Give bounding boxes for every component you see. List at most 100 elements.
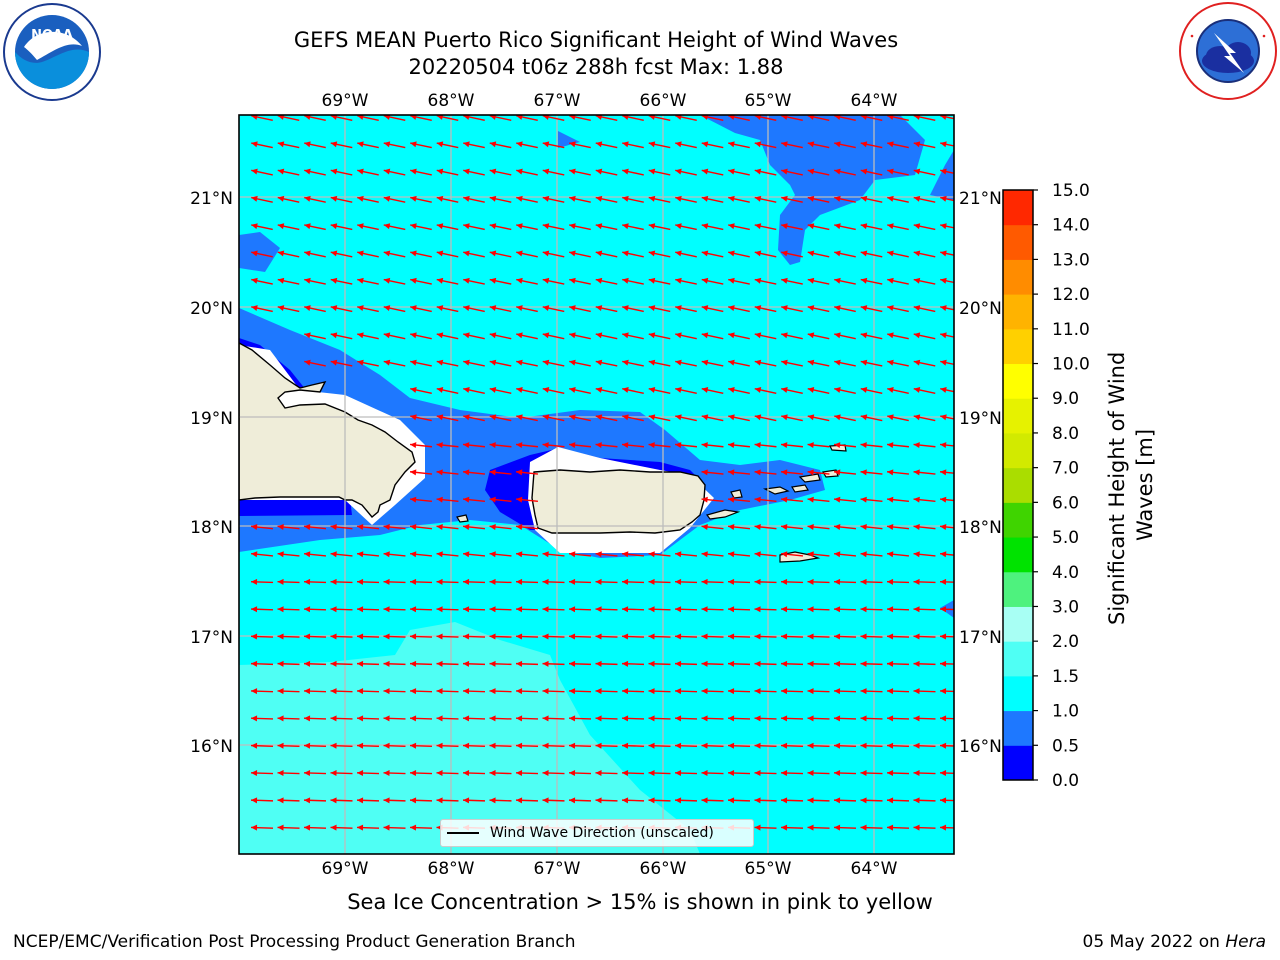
wave-direction-arrow [515,770,539,777]
wave-direction-arrow [675,141,697,149]
wave-direction-arrow [542,606,565,613]
wave-direction-arrow [701,660,724,667]
wave-direction-arrow [886,770,910,777]
wave-direction-arrow [913,797,936,804]
wave-direction-arrow [409,551,433,558]
wave-direction-arrow [436,797,459,804]
wave-direction-arrow [781,277,803,285]
wave-direction-arrow [833,469,857,476]
wave-direction-arrow [781,195,803,203]
colorbar-tick: 1.0 [1052,702,1079,722]
wave-direction-arrow [462,742,486,749]
colorbar-swatch [1003,606,1033,642]
wave-direction-arrow [595,141,618,149]
wave-direction-arrow [330,250,353,258]
wave-direction-arrow [833,496,857,503]
wave-direction-arrow [939,578,954,585]
wave-direction-arrow [436,688,459,695]
colorbar-tick: 4.0 [1052,563,1079,583]
colorbar-swatch [1003,537,1033,573]
wave-direction-arrow [515,578,539,585]
wave-direction-arrow [860,824,883,831]
wave-direction-arrow [595,332,618,340]
wave-direction-arrow [383,359,406,367]
wave-direction-arrow [409,469,433,476]
colorbar-tick: 15.0 [1052,181,1090,201]
wave-direction-arrow [860,606,883,613]
wave-direction-arrow [357,332,379,340]
wave-direction-arrow [463,223,485,231]
wave-direction-arrow [436,496,459,503]
wave-direction-arrow [834,223,856,231]
wave-direction-arrow [728,141,750,149]
wave-direction-arrow [330,688,353,695]
wave-direction-arrow [622,250,644,258]
colorbar-swatch [1003,675,1033,712]
colorbar-swatch [1003,224,1033,260]
lat-tick-right: 21°N [959,189,1002,209]
colorbar-tick: 6.0 [1052,493,1079,513]
land-hispaniola [239,342,416,518]
wave-direction-arrow [277,195,300,203]
wave-direction-arrow [780,633,804,640]
wave-direction-arrow [939,633,954,640]
wave-direction-arrow [674,688,698,695]
colorbar-tick: 9.0 [1052,389,1079,409]
wave-direction-arrow [648,332,671,340]
wave-direction-arrow [701,633,724,640]
colorbar-swatch [1003,710,1033,746]
wave-direction-arrow [887,141,909,149]
wave-direction-arrow [489,523,512,530]
wave-direction-arrow [357,115,379,121]
noaa-logo: NOAA [3,3,101,101]
wave-direction-arrow [383,115,406,121]
wave-direction-arrow [277,606,300,613]
wave-direction-arrow [860,414,883,422]
colorbar: 0.0 0.5 1.0 1.5 2.0 3.0 4.0 5.0 6.0 7.0 8.0 9.0 10.0… [1002,181,1090,791]
wave-direction-arrow [436,250,459,258]
wave-direction-arrow [409,496,433,503]
wave-direction-arrow [542,442,565,449]
wave-direction-arrow [436,115,459,121]
colorbar-swatch [1003,641,1033,677]
colorbar-swatch [1003,259,1033,295]
wave-direction-arrow [569,359,591,367]
wave-direction-arrow [383,715,406,722]
wave-direction-arrow [807,797,830,804]
wave-direction-arrow [277,551,300,558]
wave-direction-arrow [250,578,274,585]
wave-direction-arrow [754,223,777,231]
wave-direction-arrow [383,277,406,285]
wave-direction-arrow [913,195,936,203]
wave-direction-arrow [515,688,539,695]
wave-direction-arrow [754,332,777,340]
wave-direction-arrow [516,168,538,176]
map-legend: Wind Wave Direction (unscaled) [440,819,754,847]
wave-direction-arrow [728,414,750,422]
wave-direction-arrow [834,141,856,149]
wave-direction-arrow [595,660,618,667]
lon-tick-top: 69°W [322,91,369,111]
wave-direction-arrow [409,660,433,667]
wave-direction-arrow [780,824,804,831]
wave-direction-arrow [356,715,380,722]
wave-direction-arrow [595,223,618,231]
wave-direction-arrow [675,359,697,367]
wave-direction-arrow [356,660,380,667]
lat-tick-right: 17°N [959,628,1002,648]
wave-direction-arrow [701,469,724,476]
wave-direction-arrow [463,168,485,176]
wave-direction-arrow [860,551,883,558]
wave-direction-arrow [277,770,300,777]
wave-direction-arrow [807,523,830,530]
wave-direction-arrow [436,387,459,394]
wave-direction-arrow [675,195,697,203]
wave-direction-arrow [489,442,512,449]
wave-direction-arrow [356,578,380,585]
wave-direction-arrow [357,250,379,258]
wave-direction-arrow [728,387,750,394]
colorbar-label: Significant Height of Wind Waves [m] [1100,315,1180,655]
legend-line-swatch [447,832,479,834]
wave-direction-arrow [675,168,697,176]
wave-direction-arrow [595,606,618,613]
